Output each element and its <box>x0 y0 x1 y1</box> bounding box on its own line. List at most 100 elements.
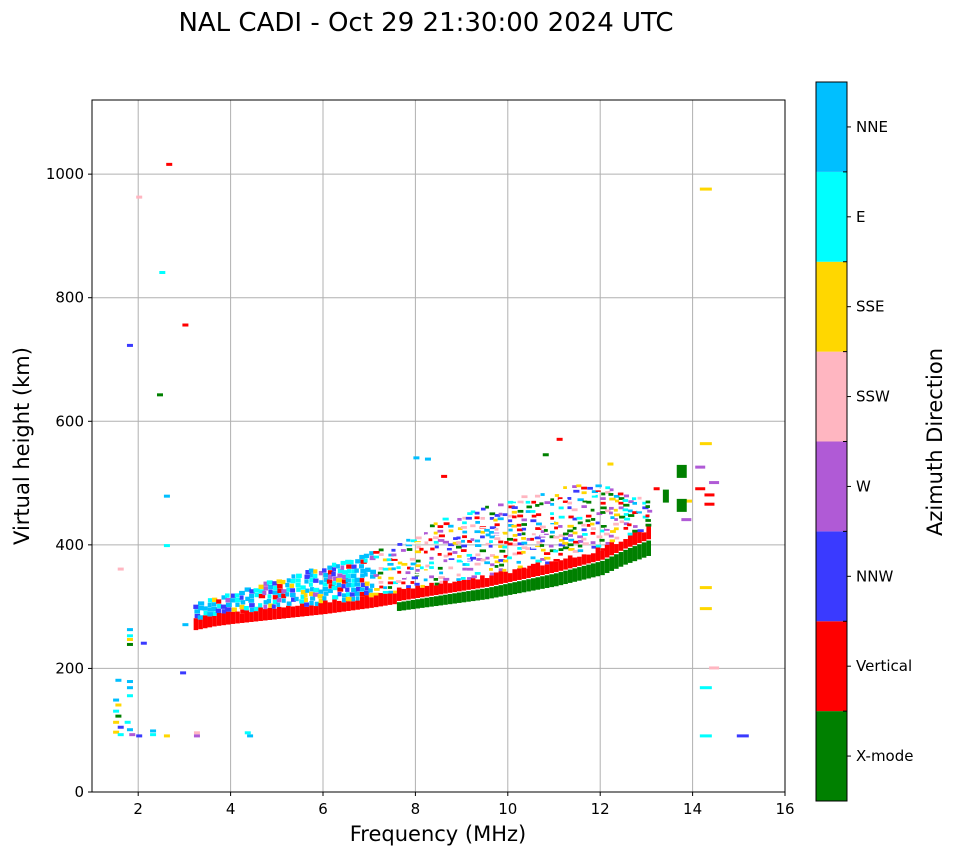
trace-cell <box>558 515 565 519</box>
trace-cell <box>586 523 591 527</box>
trace-cell <box>309 600 314 606</box>
trace-cell <box>433 522 438 526</box>
echo-point <box>413 456 420 460</box>
trace-cell <box>511 524 517 528</box>
trace-cell <box>540 576 545 589</box>
trace-cell <box>360 582 366 588</box>
trace-cell <box>489 540 493 543</box>
trace-cell <box>406 587 411 600</box>
trace-cell <box>345 592 351 597</box>
trace-cell <box>263 581 270 586</box>
trace-cell <box>590 531 596 535</box>
trace-cell <box>536 541 543 544</box>
trace-cell <box>479 549 487 553</box>
colorbar: X-mode Vertical NNW W SSW SSE E NNE <box>815 81 913 802</box>
trace-cell <box>225 607 232 612</box>
trace-cell <box>498 571 504 584</box>
trace-cell <box>540 565 545 576</box>
trace-cell <box>447 583 453 593</box>
trace-cell <box>474 571 481 575</box>
trace-cell <box>425 564 430 568</box>
trace-cell <box>517 542 524 546</box>
trace-cell <box>332 567 337 572</box>
trace-cell <box>568 534 573 537</box>
trace-cell <box>433 531 438 535</box>
trace-cell <box>382 567 389 571</box>
colorbar-segment-ssw <box>816 351 847 442</box>
trace-cell <box>314 601 321 607</box>
echo-point <box>182 623 189 627</box>
trace-cell <box>460 526 467 529</box>
trace-cell <box>503 559 509 563</box>
trace-cell <box>258 607 263 621</box>
trace-cell <box>474 516 480 520</box>
trace-cell <box>600 497 606 500</box>
trace-cell <box>317 594 324 599</box>
trace-cell <box>516 528 523 532</box>
echo-point <box>136 734 143 738</box>
trace-cell <box>558 552 563 556</box>
echo-point <box>163 734 170 738</box>
trace-cell <box>475 521 480 524</box>
trace-cell <box>359 587 365 592</box>
echo-point <box>126 686 133 690</box>
trace-cell <box>253 611 259 622</box>
trace-cell <box>590 522 595 526</box>
trace-cell <box>457 517 462 521</box>
trace-cell <box>591 494 598 498</box>
trace-cell <box>554 561 559 573</box>
trace-cell <box>562 546 570 550</box>
trace-cell <box>646 526 651 540</box>
trace-cell <box>535 522 542 526</box>
trace-cell <box>470 524 476 528</box>
trace-cell <box>415 585 420 598</box>
trace-cell <box>409 567 414 570</box>
trace-cell <box>313 569 318 574</box>
trace-cell <box>632 501 638 505</box>
trace-cell <box>198 619 203 630</box>
echo-point <box>129 733 136 737</box>
echo-point <box>126 343 133 347</box>
trace-cell <box>462 516 467 520</box>
trace-cell <box>467 577 472 580</box>
trace-cell <box>628 514 635 517</box>
trace-cell <box>266 598 272 604</box>
trace-cell <box>577 556 582 566</box>
trace-cell <box>567 555 573 569</box>
echo-point <box>542 453 549 457</box>
trace-cell <box>536 513 542 517</box>
trace-cell <box>268 585 274 590</box>
trace-cell <box>613 508 618 512</box>
trace-cell <box>499 563 505 567</box>
trace-cell <box>272 590 279 595</box>
trace-cell <box>268 589 273 594</box>
trace-gap <box>637 509 647 512</box>
trace-cell <box>489 568 493 571</box>
trace-cell <box>434 545 439 549</box>
trace-cell <box>568 538 575 542</box>
trace-cell <box>452 581 457 593</box>
trace-cell <box>572 557 578 568</box>
echo-point <box>182 323 189 327</box>
trace-cell <box>582 533 588 536</box>
colorbar-segment-nne <box>816 82 847 172</box>
trace-cell <box>494 560 500 564</box>
trace-cell <box>342 570 348 575</box>
trace-cell <box>549 574 554 588</box>
trace-cell <box>221 609 227 614</box>
trace-cell <box>632 532 638 545</box>
echo-point <box>699 586 712 590</box>
trace-cell <box>420 598 425 608</box>
trace-cell <box>327 565 333 570</box>
colorbar-segment-vertical <box>816 621 847 712</box>
trace-cell <box>632 546 638 562</box>
trace-cell <box>273 585 279 591</box>
trace-cell <box>613 527 619 531</box>
trace-cell <box>225 602 232 608</box>
trace-cell <box>456 573 461 577</box>
trace-cell <box>230 593 236 598</box>
trace-cell <box>409 557 416 561</box>
trace-cell <box>345 559 352 565</box>
trace-cell <box>309 577 316 583</box>
trace-cell <box>605 541 611 545</box>
